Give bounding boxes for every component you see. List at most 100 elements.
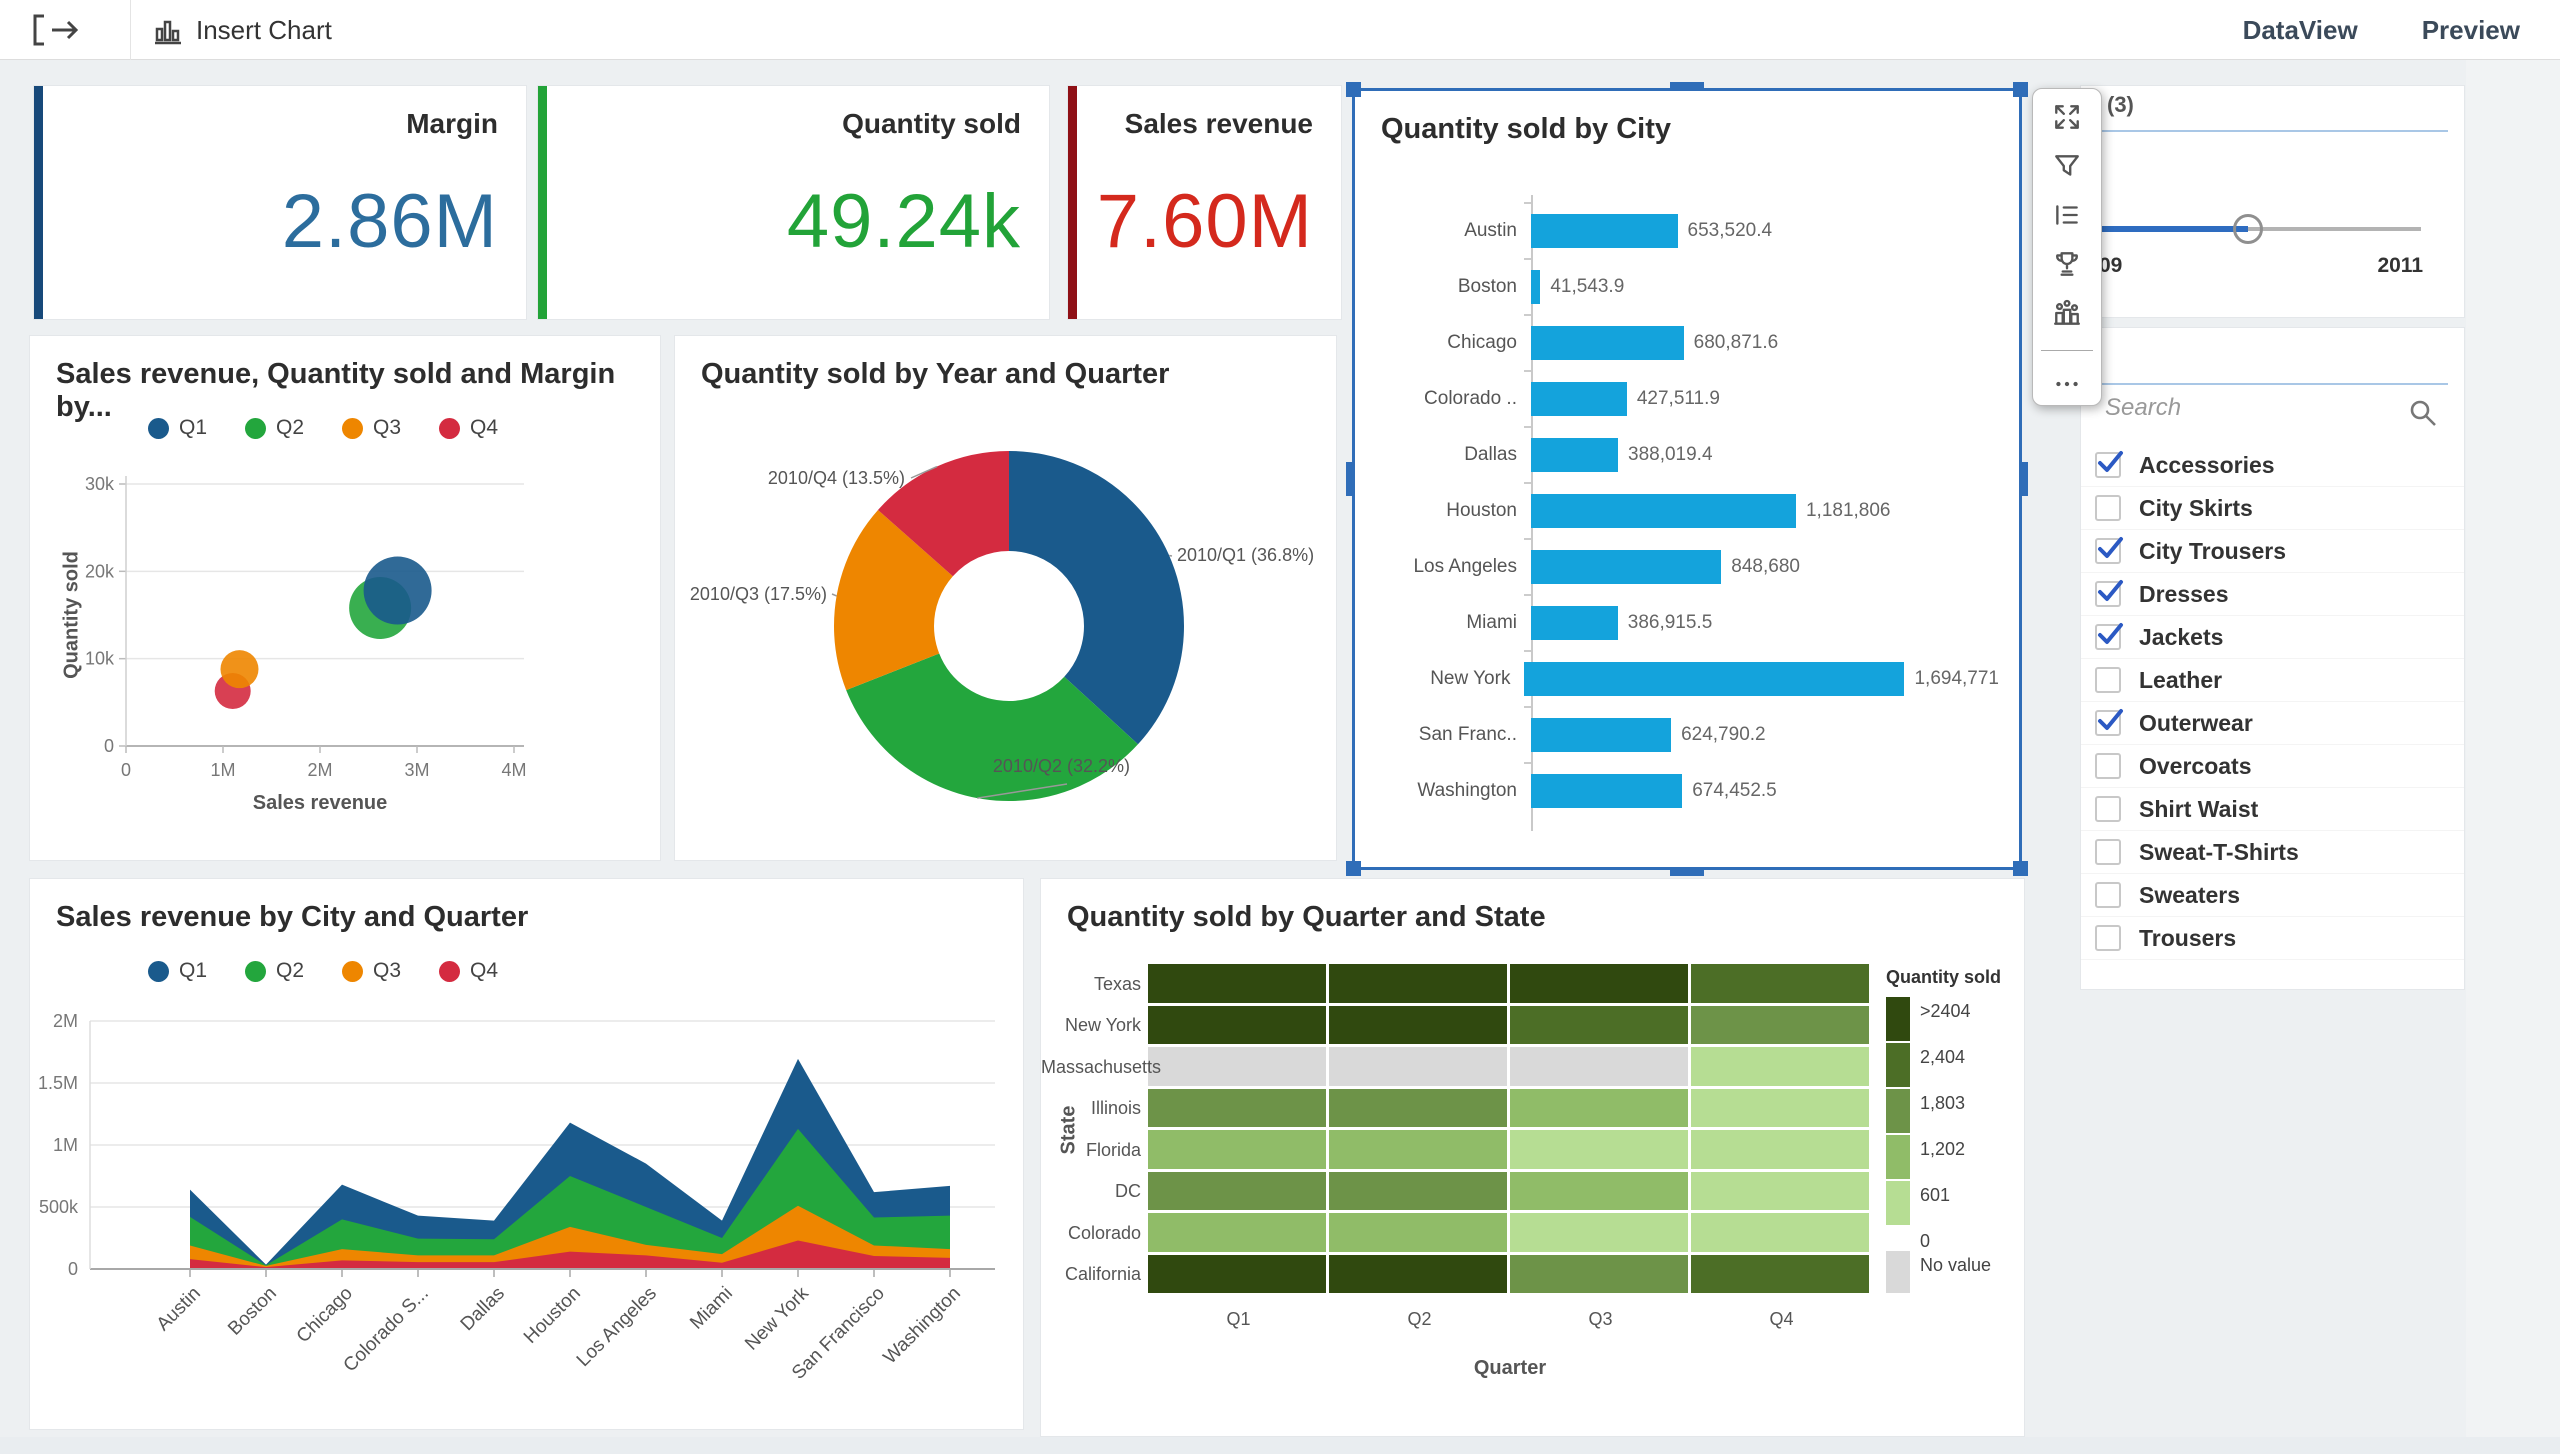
checkbox-checked[interactable] <box>2095 537 2123 564</box>
facet-item-overcoats[interactable]: Overcoats <box>2081 745 2464 788</box>
heatmap-cell-illinois-q2[interactable] <box>1329 1088 1507 1127</box>
bar-miami[interactable] <box>1531 606 1618 640</box>
heatmap-cell-dc-q2[interactable] <box>1329 1171 1507 1210</box>
heatmap-cell-new-york-q3[interactable] <box>1510 1005 1688 1044</box>
facet-item-jackets[interactable]: Jackets <box>2081 616 2464 659</box>
legend-item-q4[interactable]: Q4 <box>439 416 498 440</box>
kpi-tile-sales-revenue[interactable]: Sales revenue 7.60M <box>1067 85 1342 320</box>
facet-item-dresses[interactable]: Dresses <box>2081 573 2464 616</box>
heatmap-cell-massachusetts-q2[interactable] <box>1329 1047 1507 1086</box>
checkbox-unchecked[interactable] <box>2095 882 2121 908</box>
selection-handle[interactable] <box>1346 82 1361 97</box>
checkbox-unchecked[interactable] <box>2095 925 2121 951</box>
maximize-icon[interactable] <box>2051 101 2083 133</box>
insert-chart-button[interactable]: Insert Chart <box>152 12 332 48</box>
exit-icon[interactable] <box>28 12 88 48</box>
heatmap-cell-florida-q2[interactable] <box>1329 1130 1507 1169</box>
heatmap-cell-california-q4[interactable] <box>1691 1254 1869 1293</box>
donut-slice-q3[interactable] <box>834 451 1184 801</box>
heatmap-cell-illinois-q4[interactable] <box>1691 1088 1869 1127</box>
selection-handle[interactable] <box>2019 462 2028 496</box>
sort-icon[interactable] <box>2051 199 2083 231</box>
bar-washington[interactable] <box>1531 774 1683 808</box>
heatmap-cell-texas-q1[interactable] <box>1148 964 1326 1003</box>
checkbox-checked[interactable] <box>2095 451 2123 478</box>
heatmap-cell-massachusetts-q3[interactable] <box>1510 1047 1688 1086</box>
legend-item-q3[interactable]: Q3 <box>342 959 401 983</box>
donut-slice-q2[interactable] <box>834 451 1184 801</box>
heatmap-cell-texas-q4[interactable] <box>1691 964 1869 1003</box>
heatmap-cell-new-york-q1[interactable] <box>1148 1005 1326 1044</box>
legend-item-q1[interactable]: Q1 <box>148 959 207 983</box>
heatmap-cell-texas-q3[interactable] <box>1510 964 1688 1003</box>
heatmap-cell-florida-q4[interactable] <box>1691 1130 1869 1169</box>
bar-dallas[interactable] <box>1531 438 1618 472</box>
facet-item-trousers[interactable]: Trousers <box>2081 917 2464 960</box>
bar-austin[interactable] <box>1531 214 1678 248</box>
heatmap-cell-colorado-q2[interactable] <box>1329 1213 1507 1252</box>
facet-item-shirt-waist[interactable]: Shirt Waist <box>2081 788 2464 831</box>
checkbox-unchecked[interactable] <box>2095 839 2121 865</box>
heatmap-cell-florida-q3[interactable] <box>1510 1130 1688 1169</box>
heatmap-cell-colorado-q1[interactable] <box>1148 1213 1326 1252</box>
ranking-icon[interactable] <box>2051 248 2083 280</box>
heatmap-cell-california-q1[interactable] <box>1148 1254 1326 1293</box>
bar-san-franc-[interactable] <box>1531 718 1672 752</box>
preview-button[interactable]: Preview <box>2421 14 2520 45</box>
donut-chart-panel[interactable]: Quantity sold by Year and Quarter 2010/Q… <box>674 335 1337 861</box>
bar-boston[interactable] <box>1531 270 1541 304</box>
facet-item-sweaters[interactable]: Sweaters <box>2081 874 2464 917</box>
facet-item-sweat-t-shirts[interactable]: Sweat-T-Shirts <box>2081 831 2464 874</box>
legend-item-q2[interactable]: Q2 <box>245 959 304 983</box>
heatmap-cell-colorado-q3[interactable] <box>1510 1213 1688 1252</box>
bubble-q3[interactable] <box>220 650 259 689</box>
bar-chart-panel-selected[interactable]: Quantity sold by City Austin 653,520.4 Bos… <box>1346 82 2028 876</box>
legend-item-q2[interactable]: Q2 <box>245 416 304 440</box>
heatmap-panel[interactable]: Quantity sold by Quarter and State Texas… <box>1040 878 2025 1437</box>
heatmap-cell-massachusetts-q1[interactable] <box>1148 1047 1326 1086</box>
selection-handle[interactable] <box>2013 861 2028 876</box>
donut-slice-q4[interactable] <box>834 451 1184 801</box>
facet-item-outerwear[interactable]: Outerwear <box>2081 702 2464 745</box>
bubble-q1[interactable] <box>363 556 432 625</box>
bar-new-york[interactable] <box>1524 662 1905 696</box>
heatmap-cell-illinois-q1[interactable] <box>1148 1088 1326 1127</box>
checkbox-unchecked[interactable] <box>2095 753 2121 779</box>
checkbox-checked[interactable] <box>2095 623 2123 650</box>
heatmap-cell-colorado-q4[interactable] <box>1691 1213 1869 1252</box>
dataview-button[interactable]: DataView <box>2242 14 2358 45</box>
filter-icon[interactable] <box>2051 150 2083 182</box>
heatmap-cell-texas-q2[interactable] <box>1329 964 1507 1003</box>
bar-chicago[interactable] <box>1531 326 1684 360</box>
selection-handle[interactable] <box>1346 462 1355 496</box>
heatmap-cell-new-york-q4[interactable] <box>1691 1005 1869 1044</box>
selection-handle[interactable] <box>2013 82 2028 97</box>
facet-item-city-trousers[interactable]: City Trousers <box>2081 530 2464 573</box>
more-options-icon[interactable] <box>2051 368 2083 400</box>
heatmap-cell-dc-q4[interactable] <box>1691 1171 1869 1210</box>
bubble-chart-panel[interactable]: Sales revenue, Quantity sold and Margin … <box>29 335 661 861</box>
selection-handle[interactable] <box>1670 867 1704 876</box>
checkbox-unchecked[interactable] <box>2095 667 2121 693</box>
search-input[interactable] <box>2105 394 2395 422</box>
slider-handle[interactable] <box>2233 214 2263 244</box>
selection-handle[interactable] <box>1670 82 1704 91</box>
checkbox-checked[interactable] <box>2095 580 2123 607</box>
facet-item-city-skirts[interactable]: City Skirts <box>2081 487 2464 530</box>
facet-item-leather[interactable]: Leather <box>2081 659 2464 702</box>
bar-houston[interactable] <box>1531 494 1796 528</box>
heatmap-cell-new-york-q2[interactable] <box>1329 1005 1507 1044</box>
checkbox-unchecked[interactable] <box>2095 796 2121 822</box>
heatmap-cell-california-q3[interactable] <box>1510 1254 1688 1293</box>
area-chart-panel[interactable]: Sales revenue by City and Quarter Q1 Q2 Q3… <box>29 878 1024 1430</box>
legend-item-q1[interactable]: Q1 <box>148 416 207 440</box>
checkbox-checked[interactable] <box>2095 709 2123 736</box>
legend-item-q4[interactable]: Q4 <box>439 959 498 983</box>
heatmap-cell-dc-q3[interactable] <box>1510 1171 1688 1210</box>
heatmap-cell-florida-q1[interactable] <box>1148 1130 1326 1169</box>
drill-down-icon[interactable] <box>2051 297 2083 329</box>
bar-los-angeles[interactable] <box>1531 550 1722 584</box>
heatmap-cell-illinois-q3[interactable] <box>1510 1088 1688 1127</box>
search-icon[interactable] <box>2408 398 2438 433</box>
checkbox-unchecked[interactable] <box>2095 495 2121 521</box>
